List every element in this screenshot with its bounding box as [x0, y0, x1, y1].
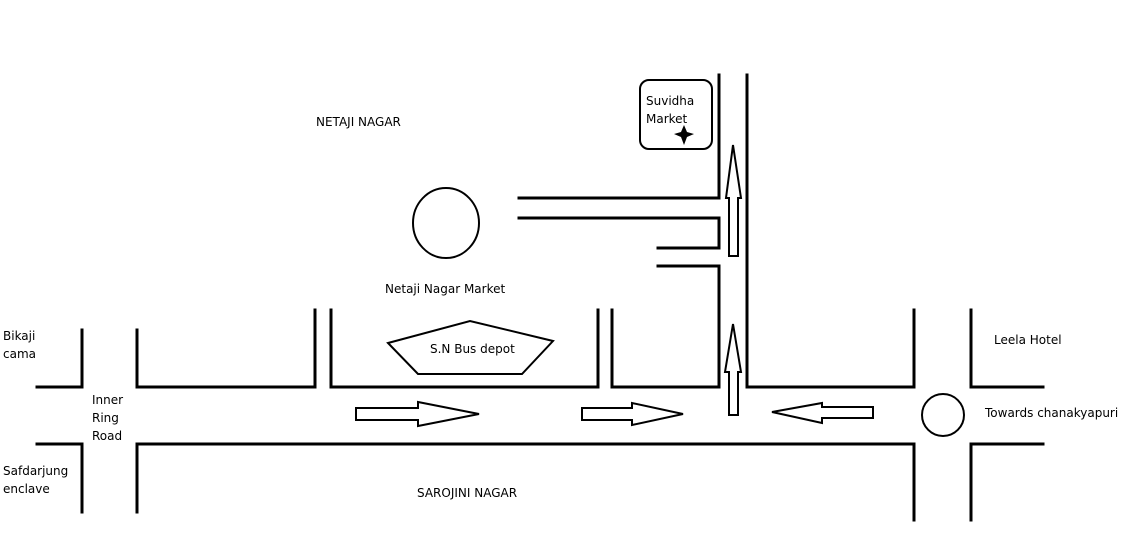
towards-chanakyapuri-label: Towards chanakyapuri — [985, 406, 1119, 420]
northbound-arrow-lower — [723, 323, 743, 416]
bus-depot-outline — [386, 319, 555, 375]
netaji-nagar-label: NETAJI NAGAR — [316, 115, 401, 129]
netaji-nagar-roundabout — [412, 187, 480, 259]
northbound-arrow-upper — [724, 144, 743, 257]
sn-bus-depot-label: S.N Bus depot — [430, 342, 515, 356]
suvidha-market-box — [639, 79, 713, 150]
chanakyapuri-roundabout — [921, 393, 965, 437]
safdarjung-enclave-label: Safdarjung enclave — [3, 464, 69, 496]
netaji-nagar-market-label: Netaji Nagar Market — [385, 282, 506, 296]
leela-hotel-label: Leela Hotel — [994, 333, 1062, 347]
four-point-star-icon — [674, 125, 694, 145]
sarojini-nagar-label: SAROJINI NAGAR — [417, 486, 518, 500]
westbound-arrow — [771, 401, 874, 425]
suvidha-market-label: Suvidha Market — [646, 94, 695, 126]
eastbound-arrow-2 — [581, 401, 684, 427]
eastbound-arrow-1 — [355, 400, 480, 428]
bikaji-cama-label: Bikaji cama — [3, 329, 36, 361]
inner-ring-road-label: Inner Ring Road — [92, 393, 124, 443]
